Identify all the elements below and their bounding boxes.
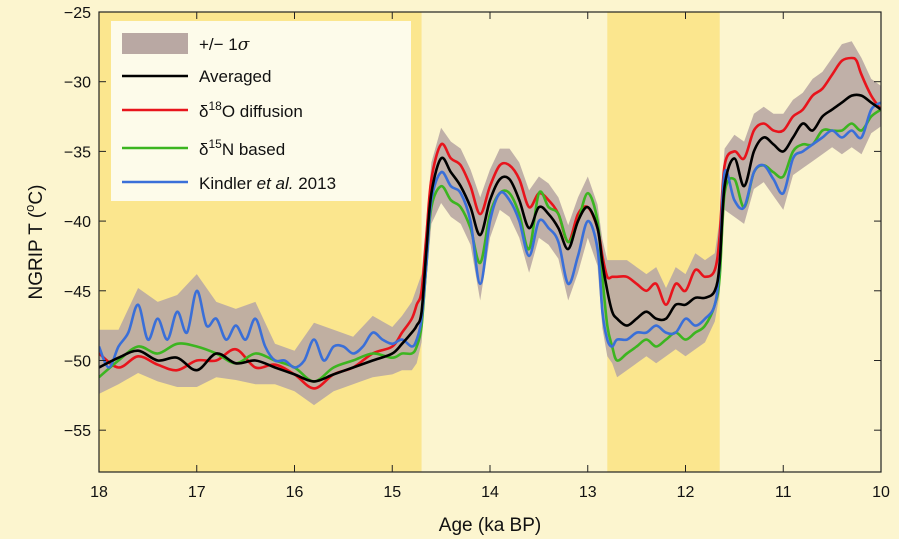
y-tick-label: −40 xyxy=(64,214,91,231)
x-axis-title: Age (ka BP) xyxy=(439,515,541,536)
shaded-interval-2 xyxy=(607,12,720,472)
x-tick-label: 16 xyxy=(286,484,304,501)
legend-label-band: +/− 1σ xyxy=(199,35,250,55)
x-tick-label: 12 xyxy=(677,484,695,501)
legend-swatch-band xyxy=(122,33,188,54)
y-tick-label: −55 xyxy=(64,423,91,440)
legend-label-averaged: Averaged xyxy=(199,67,271,86)
legend-label-kindler: Kindler et al. 2013 xyxy=(199,174,336,193)
x-tick-label: 11 xyxy=(775,484,792,501)
y-tick-label: −30 xyxy=(64,75,91,92)
y-tick-label: −35 xyxy=(64,144,91,161)
x-tick-label: 15 xyxy=(383,484,401,501)
y-tick-label: −50 xyxy=(64,353,91,370)
x-tick-label: 13 xyxy=(579,484,597,501)
axis-ticks: 18 17 16 15 14 13 12 11 10 −55 −50 −45 −40 −35 −30 −25 xyxy=(64,5,890,501)
y-axis-title-end: C) xyxy=(26,185,47,205)
series-line-averaged xyxy=(99,93,881,383)
series-layer xyxy=(99,56,881,390)
legend: +/− 1σ Averaged δ18O diffusion δ15N base… xyxy=(111,21,411,201)
series-line-kindler xyxy=(99,101,881,369)
legend-label-d18o: δ18O diffusion xyxy=(199,99,303,121)
y-tick-label: −45 xyxy=(64,284,91,301)
x-tick-label: 10 xyxy=(872,484,890,501)
y-tick-label: −25 xyxy=(64,5,91,22)
y-axis-title-main: NGRIP T ( xyxy=(26,211,47,299)
x-tick-label: 18 xyxy=(90,484,108,501)
sigma-symbol: σ xyxy=(238,35,250,55)
y-axis-title: NGRIP T (oC) xyxy=(22,185,47,300)
y-axis-title-superscript: o xyxy=(22,205,37,212)
legend-label-d15n: δ15N based xyxy=(199,137,285,159)
x-tick-label: 17 xyxy=(188,484,206,501)
x-tick-label: 14 xyxy=(481,484,499,501)
